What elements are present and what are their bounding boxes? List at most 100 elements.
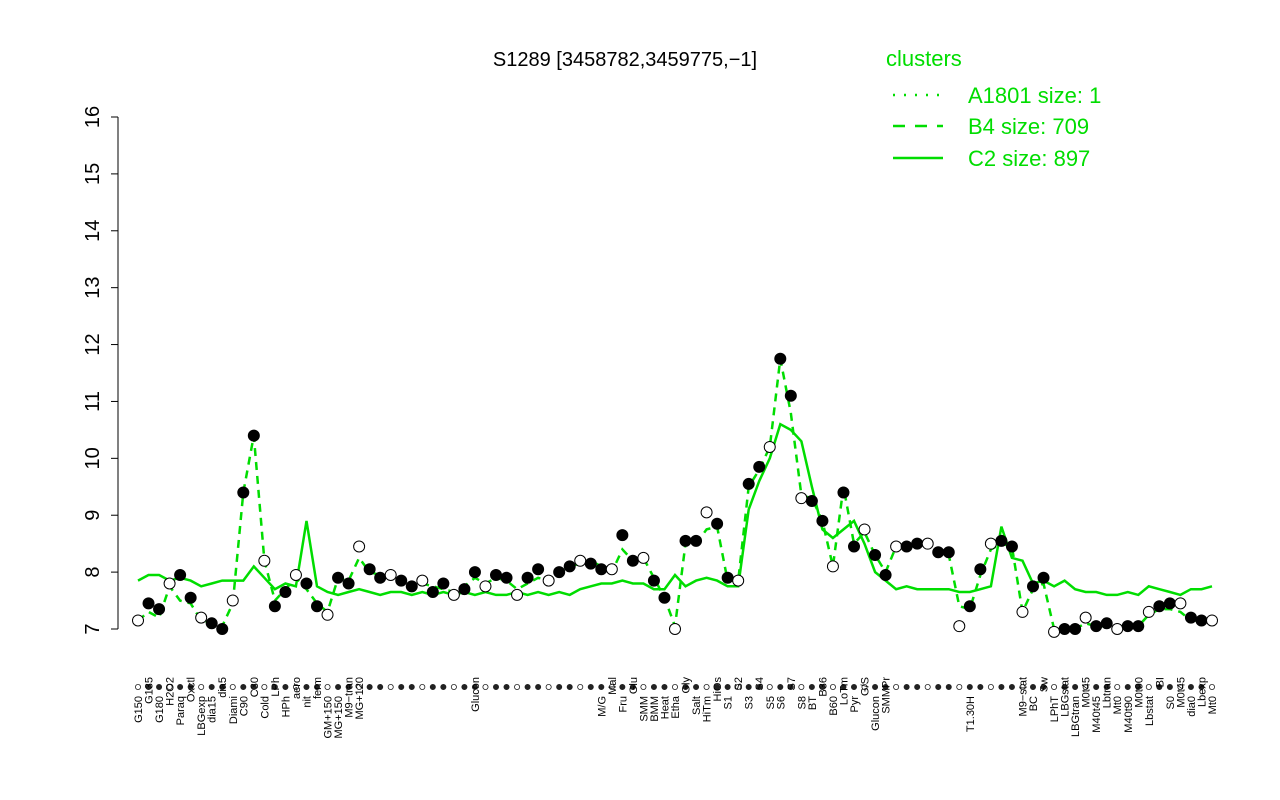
x-tick-mark — [1093, 684, 1100, 691]
x-tick-mark — [829, 684, 836, 691]
data-point — [1005, 540, 1018, 553]
x-tick-mark — [798, 684, 805, 691]
x-tick-mark — [250, 684, 257, 691]
data-point — [795, 492, 808, 505]
data-point — [311, 600, 323, 613]
x-tick-label: MG+150 — [333, 696, 345, 739]
x-tick-label: S6 — [775, 696, 787, 709]
y-axis: 7 8 9 10 11 12 13 14 15 16 — [82, 106, 118, 635]
x-tick-mark — [503, 684, 510, 691]
x-tick-mark — [535, 684, 542, 691]
x-tick-label: BT — [807, 696, 819, 710]
x-top-label: SMMPr — [881, 677, 893, 714]
data-point — [237, 486, 250, 499]
x-tick-mark — [1019, 684, 1026, 691]
data-point — [1027, 580, 1039, 593]
data-point — [732, 574, 745, 587]
x-tick-label: BC — [1028, 696, 1040, 711]
data-point — [216, 623, 229, 635]
x-tick-mark — [282, 684, 289, 691]
data-point — [1079, 611, 1092, 624]
y-tick-label: 7 — [82, 623, 104, 634]
x-top-label: M9−tran — [344, 677, 356, 718]
data-point — [932, 546, 945, 559]
data-point — [1184, 611, 1197, 624]
x-tick-mark — [808, 684, 815, 691]
x-tick-mark — [177, 684, 184, 691]
x-tick-mark — [1061, 684, 1068, 691]
data-point — [616, 529, 629, 542]
x-top-label: LPh — [270, 677, 282, 697]
x-tick-mark — [1082, 684, 1089, 691]
data-point — [416, 574, 429, 587]
data-point — [532, 563, 545, 576]
x-tick-mark — [440, 684, 447, 691]
data-point — [921, 537, 934, 550]
data-point — [953, 620, 966, 633]
x-tick-mark — [766, 684, 773, 691]
data-point — [721, 571, 734, 584]
x-tick-mark — [608, 684, 615, 691]
data-point — [542, 574, 555, 587]
x-tick-label: LBGexp — [196, 696, 208, 736]
x-tick-mark — [492, 684, 499, 691]
x-tick-label: S3 — [744, 696, 756, 709]
x-tick-mark — [229, 684, 236, 691]
x-tick-label: LBGtran — [1070, 696, 1082, 737]
data-point — [763, 440, 776, 453]
x-tick-mark — [1198, 684, 1205, 691]
x-tick-label: G180 — [154, 696, 166, 723]
x-tick-label: B60 — [828, 696, 840, 716]
data-point — [1100, 617, 1113, 630]
x-tick-label: Salt — [691, 696, 703, 715]
x-tick-mark — [303, 684, 310, 691]
data-point — [395, 574, 408, 587]
x-top-label: LoTm — [838, 677, 850, 705]
x-tick-mark — [198, 684, 205, 691]
data-point — [1016, 605, 1029, 618]
x-top-label: G135 — [144, 677, 156, 704]
x-top-label: M9−stat — [1017, 677, 1029, 716]
x-tick-mark — [377, 684, 384, 691]
data-point — [268, 600, 281, 613]
x-tick-mark — [292, 684, 299, 691]
data-point — [1069, 623, 1082, 635]
x-tick-mark — [998, 684, 1005, 691]
data-point — [1206, 614, 1218, 627]
x-tick-label: C90 — [238, 696, 250, 716]
y-tick-label: 11 — [82, 391, 104, 412]
x-tick-label: M40t90 — [1123, 696, 1135, 733]
x-top-label: MG+120 — [354, 677, 366, 720]
x-tick-mark — [419, 684, 426, 691]
x-tick-mark — [514, 684, 521, 691]
data-point — [1174, 597, 1187, 610]
x-tick-mark — [387, 684, 394, 691]
data-point — [900, 540, 913, 553]
data-point — [984, 537, 997, 550]
x-tick-label: Pyr — [849, 696, 861, 713]
x-tick-mark — [450, 684, 457, 691]
data-point — [805, 495, 818, 507]
data-point — [1142, 605, 1155, 618]
x-tick-mark — [1156, 684, 1163, 691]
x-top-label: HiOs — [712, 677, 724, 702]
x-tick-label: T1.30H — [965, 696, 977, 732]
x-tick-mark — [598, 684, 605, 691]
x-tick-mark — [261, 684, 268, 691]
data-point — [658, 591, 671, 604]
x-tick-mark — [672, 684, 679, 691]
data-point — [879, 568, 892, 581]
x-tick-mark — [324, 684, 331, 691]
x-tick-mark — [587, 684, 594, 691]
x-top-label: Glucon — [470, 677, 482, 712]
data-point — [511, 588, 524, 601]
data-point — [1090, 620, 1103, 633]
x-tick-label: Lbstat — [1144, 696, 1156, 726]
x-tick-mark — [145, 684, 152, 691]
y-tick-label: 10 — [82, 447, 104, 469]
data-point — [426, 586, 439, 599]
data-point — [447, 588, 460, 601]
legend-entry-a1801: A1801 size: 1 — [968, 83, 1101, 108]
data-point — [890, 540, 903, 553]
